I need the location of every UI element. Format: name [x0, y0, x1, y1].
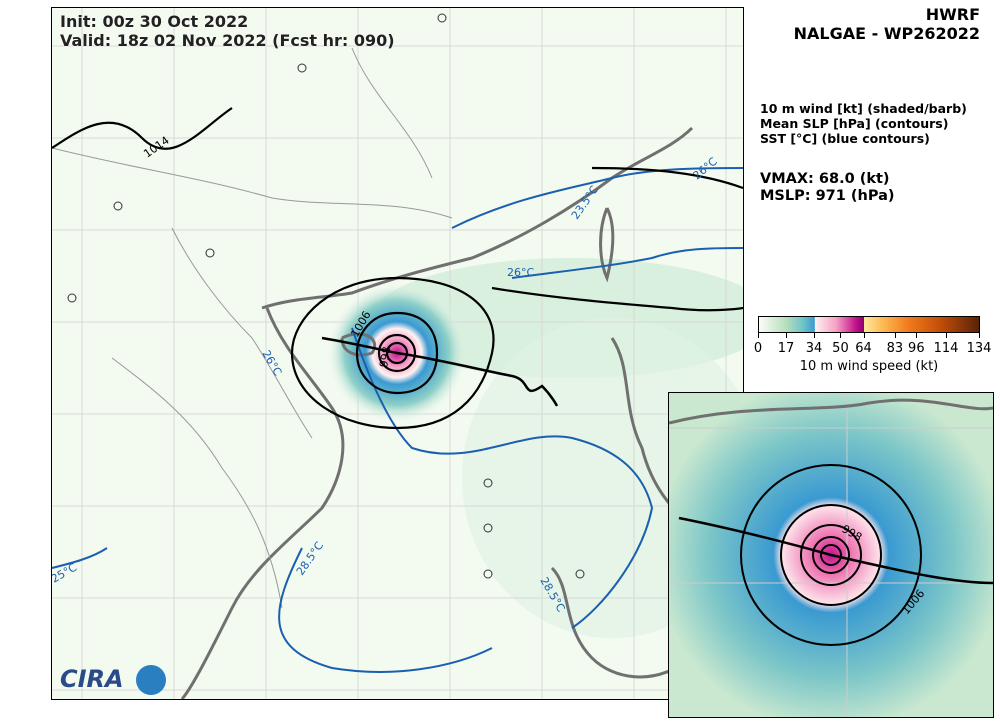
colorbar-tick-label: 96: [908, 341, 925, 356]
colorbar-tick-label: 64: [855, 341, 872, 356]
borders: [51, 47, 453, 609]
desc-sst: SST [°C] (blue contours): [760, 131, 930, 146]
valid-time: Valid: 18z 02 Nov 2022 (Fcst hr: 090): [60, 31, 395, 50]
slp-contours: [51, 107, 744, 430]
model-name: HWRF: [925, 5, 980, 24]
colorbar-tick-label: 134: [966, 341, 992, 356]
vmax: VMAX: 68.0 (kt): [760, 171, 890, 187]
colorbar-tick-label: 83: [886, 341, 904, 356]
cira-logo: CIRA: [60, 665, 124, 693]
colorbar-tick-mark: [946, 333, 947, 338]
calm-wind-markers: [67, 13, 585, 579]
agency-logo-icon: [136, 665, 166, 695]
storm-name: NALGAE - WP262022: [793, 24, 980, 43]
colorbar-tick-mark: [814, 333, 816, 338]
colorbar-tick-mark: [916, 333, 918, 338]
colorbar-tick-mark: [979, 333, 980, 338]
colorbar-tick-label: 17: [777, 341, 795, 356]
grid-lines: [52, 8, 743, 699]
map-canvas: 1014 1006 998 26°C 26°C 23.5°C 26°C 28.5…: [49, 8, 772, 701]
wind-colorbar: [758, 316, 980, 333]
mslp: MSLP: 971 (hPa): [760, 188, 895, 204]
sst-contours: [51, 167, 744, 673]
inset-storm-wind-field: [656, 380, 1000, 722]
svg-text:26°C: 26°C: [507, 266, 534, 279]
desc-slp: Mean SLP [hPa] (contours): [760, 116, 949, 131]
colorbar-tick-label: 114: [933, 341, 959, 356]
colorbar-tick-mark: [758, 333, 759, 338]
colorbar-tick-label: 34: [805, 341, 823, 356]
init-time: Init: 00z 30 Oct 2022: [60, 12, 249, 31]
inset-storm-track[interactable]: [678, 516, 994, 585]
inset-coastline: [668, 398, 994, 425]
coastlines: [180, 126, 694, 701]
colorbar-tick-label: 50: [832, 341, 849, 356]
inset-zoom-map: 998 1006: [656, 380, 1000, 722]
svg-text:998: 998: [377, 346, 393, 369]
desc-wind: 10 m wind [kt] (shaded/barb): [760, 101, 967, 116]
colorbar-tick-label: 0: [753, 341, 763, 356]
main-map: 1014 1006 998 26°C 26°C 23.5°C 26°C 28.5…: [49, 7, 772, 701]
colorbar-tick-mark: [894, 333, 896, 338]
inset-canvas: 998 1006: [656, 380, 1000, 722]
colorbar-tick-mark: [840, 333, 842, 338]
colorbar-tick-mark: [863, 333, 865, 338]
colorbar-tick-mark: [786, 333, 788, 338]
colorbar-label: 10 m wind speed (kt): [799, 359, 939, 374]
storm-track[interactable]: [321, 336, 559, 407]
